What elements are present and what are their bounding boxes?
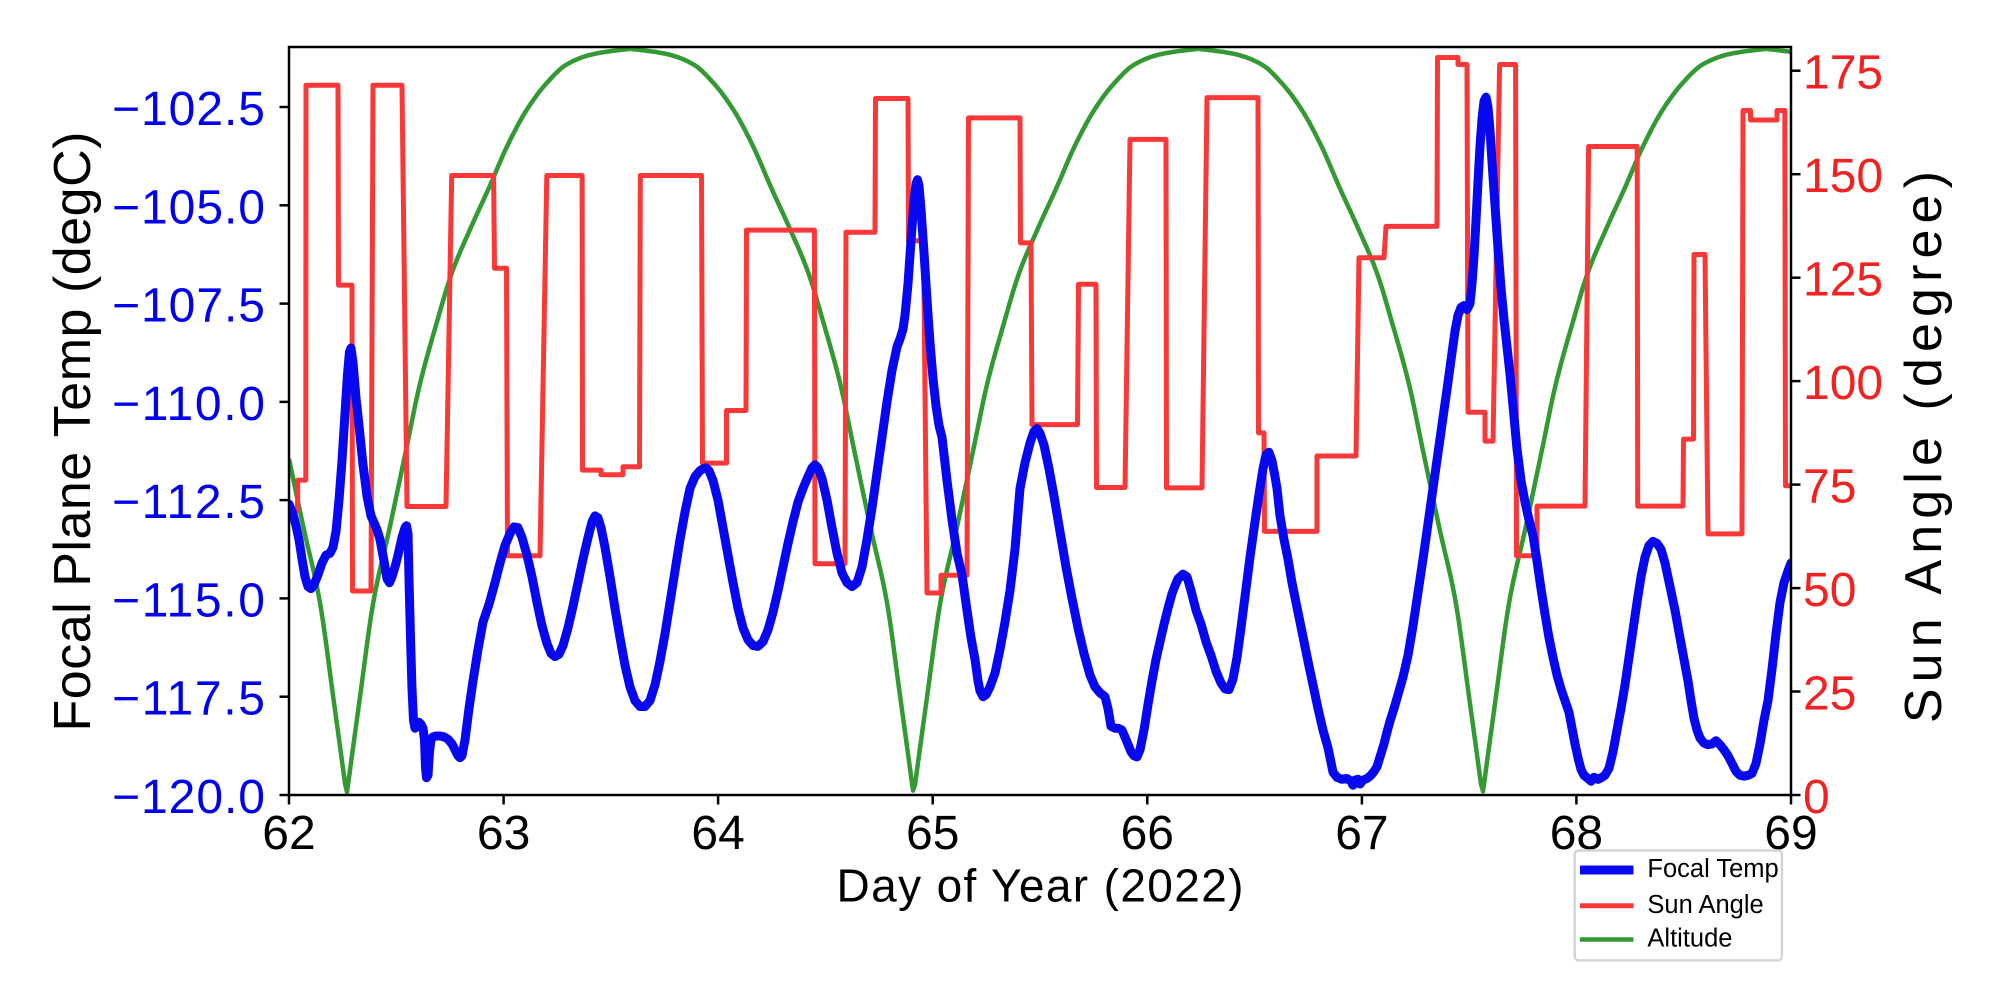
svg-text:75: 75 <box>1803 461 1856 514</box>
svg-text:64: 64 <box>691 807 744 860</box>
svg-text:150: 150 <box>1803 150 1883 203</box>
svg-text:67: 67 <box>1335 807 1388 860</box>
svg-text:−112.5: −112.5 <box>112 476 265 529</box>
svg-text:Focal Temp: Focal Temp <box>1647 855 1778 883</box>
svg-text:50: 50 <box>1803 564 1856 617</box>
svg-text:−117.5: −117.5 <box>112 673 265 726</box>
svg-text:Altitude: Altitude <box>1647 925 1732 953</box>
svg-text:−115.0: −115.0 <box>112 574 265 627</box>
svg-text:−107.5: −107.5 <box>112 280 265 333</box>
svg-text:−110.0: −110.0 <box>112 378 265 431</box>
svg-text:0: 0 <box>1803 771 1830 824</box>
svg-text:125: 125 <box>1803 254 1883 307</box>
svg-text:175: 175 <box>1803 47 1883 100</box>
svg-text:Focal Plane Temp (degC): Focal Plane Temp (degC) <box>44 132 102 732</box>
svg-text:−120.0: −120.0 <box>112 771 265 824</box>
svg-text:63: 63 <box>477 807 530 860</box>
svg-text:−105.0: −105.0 <box>112 181 265 234</box>
svg-text:62: 62 <box>262 807 315 860</box>
svg-text:65: 65 <box>906 807 959 860</box>
svg-text:Day of Year (2022): Day of Year (2022) <box>837 860 1244 912</box>
svg-text:100: 100 <box>1803 357 1883 410</box>
svg-text:Sun Angle: Sun Angle <box>1647 891 1763 919</box>
svg-text:Sun Angle (degree): Sun Angle (degree) <box>1895 171 1953 723</box>
svg-text:25: 25 <box>1803 668 1856 721</box>
svg-text:−102.5: −102.5 <box>112 83 265 136</box>
svg-text:66: 66 <box>1121 807 1174 860</box>
